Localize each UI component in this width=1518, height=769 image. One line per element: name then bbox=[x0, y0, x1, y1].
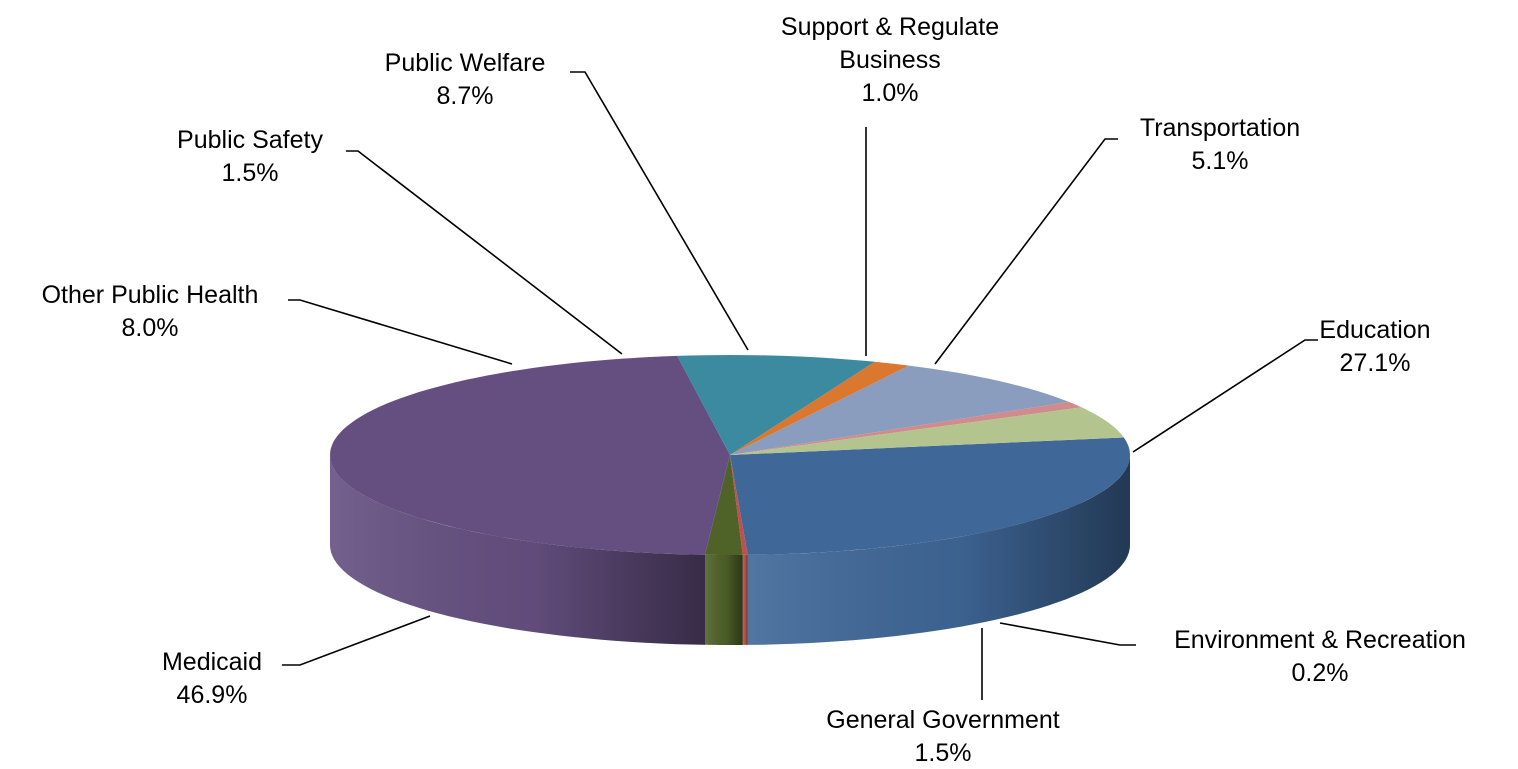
slice-value-medicaid: 46.9% bbox=[177, 681, 248, 709]
slice-label-transportation: Transportation bbox=[1140, 114, 1300, 142]
leader-line-transportation bbox=[934, 138, 1118, 365]
slice-value-public-safety: 1.5% bbox=[222, 159, 279, 187]
slice-value-support-regulate-business: 1.0% bbox=[862, 79, 919, 107]
slice-label-other-public-health: Other Public Health bbox=[42, 281, 259, 309]
pie-side-shade-1-0 bbox=[742, 554, 748, 645]
pie-side-shade-2-0 bbox=[705, 554, 743, 645]
slice-value-environment-recreation: 0.2% bbox=[1292, 659, 1349, 687]
pie-slice-environment-recreation bbox=[730, 455, 748, 555]
pie-side-shade-0-0 bbox=[747, 455, 1130, 645]
leader-line-medicaid bbox=[282, 615, 431, 666]
pie-slice-support-regulate-business bbox=[730, 401, 1082, 455]
pie-top-layer bbox=[330, 355, 1130, 555]
leader-line-environment-recreation bbox=[999, 622, 1136, 646]
pie-slice-general-government bbox=[705, 455, 743, 555]
pie-slice-public-welfare bbox=[730, 365, 1069, 455]
leader-line-education bbox=[1132, 339, 1318, 453]
slice-label-education: Education bbox=[1319, 316, 1430, 344]
pie-side-layer bbox=[330, 455, 1130, 645]
slice-value-general-government: 1.5% bbox=[915, 739, 972, 767]
slice-label-support-regulate-business-line-0: Support & Regulate bbox=[781, 13, 999, 41]
slice-labels: Education 27.1% Environment & Recreation 0.… bbox=[42, 13, 1466, 767]
slice-label-general-government: General Government bbox=[826, 706, 1060, 734]
leader-line-public-safety bbox=[346, 150, 623, 355]
pie-side-shade-3-0 bbox=[330, 455, 705, 645]
slice-label-public-safety: Public Safety bbox=[177, 126, 323, 154]
slice-value-transportation: 5.1% bbox=[1192, 147, 1249, 175]
pie-slice-public-safety bbox=[730, 361, 910, 455]
slice-label-support-regulate-business-line-1: Business bbox=[839, 46, 940, 74]
slice-value-education: 27.1% bbox=[1340, 349, 1411, 377]
leader-line-public-welfare bbox=[570, 71, 749, 351]
slice-label-public-welfare: Public Welfare bbox=[385, 49, 546, 77]
slice-label-environment-recreation: Environment & Recreation bbox=[1174, 626, 1466, 654]
leader-line-other-public-health bbox=[288, 299, 513, 365]
slice-value-public-welfare: 8.7% bbox=[437, 82, 494, 110]
pie-slice-medicaid bbox=[330, 355, 730, 555]
leader-lines bbox=[282, 71, 1318, 700]
slice-label-medicaid: Medicaid bbox=[162, 648, 262, 676]
pie-slice-other-public-health bbox=[677, 355, 875, 455]
pie-slice-education bbox=[730, 437, 1130, 555]
pie-slice-transportation bbox=[730, 407, 1124, 455]
slice-value-other-public-health: 8.0% bbox=[122, 314, 179, 342]
